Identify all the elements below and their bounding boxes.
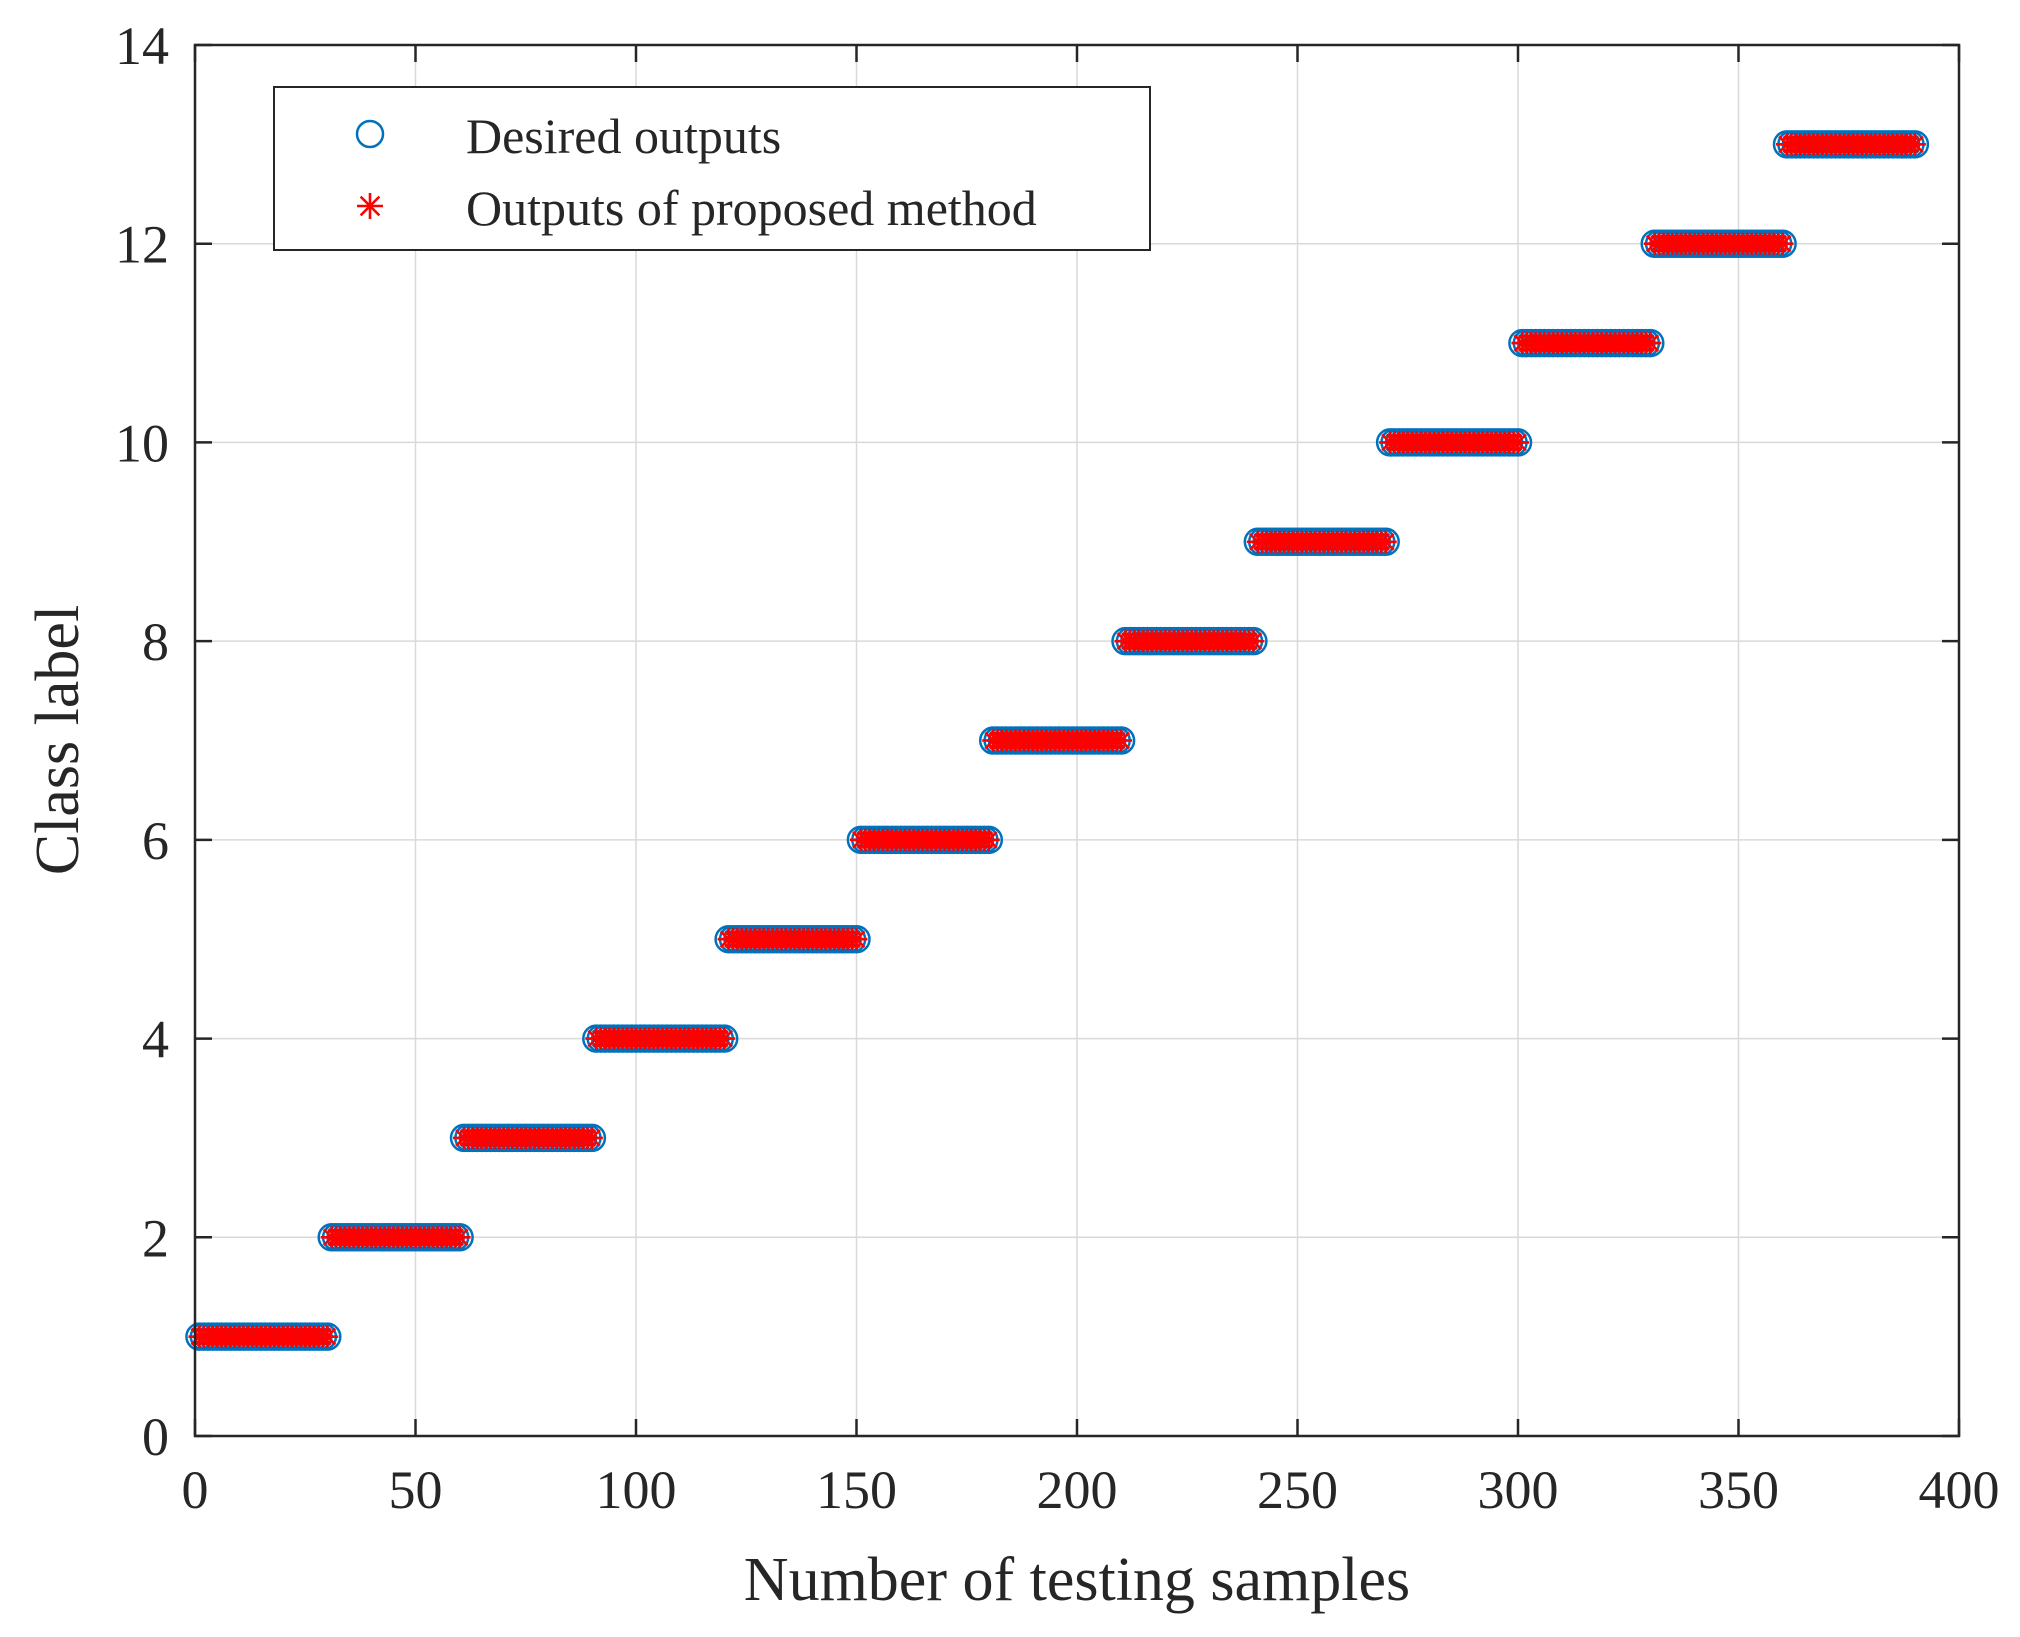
x-tick-label: 300 [1478, 1460, 1559, 1520]
y-tick-label: 12 [115, 215, 169, 275]
x-tick-label: 0 [182, 1460, 209, 1520]
y-tick-label: 6 [142, 811, 169, 871]
proposed-output-point [1639, 332, 1662, 355]
proposed-output-point [1374, 530, 1397, 553]
legend-label-proposed-method: Outputs of proposed method [466, 180, 1037, 236]
x-tick-label: 250 [1257, 1460, 1338, 1520]
y-tick-label: 0 [142, 1407, 169, 1467]
legend-marker-desired-outputs [355, 119, 385, 149]
proposed-output-point [448, 1226, 471, 1249]
x-tick-label: 100 [596, 1460, 677, 1520]
proposed-output-point [1507, 431, 1529, 454]
y-tick-label: 4 [142, 1010, 169, 1070]
x-tick-label: 50 [389, 1460, 443, 1520]
ticks-layer: 0 50 100 150 200 250 300 350 400 0 2 4 6 8 10 12 14 [115, 16, 2000, 1520]
proposed-output-point [580, 1126, 603, 1149]
proposed-output-point [1903, 133, 1926, 156]
legend-circle-icon [355, 119, 385, 149]
proposed-output-point [977, 828, 1000, 851]
legend: Desired outputs Outputs of proposed meth… [273, 86, 1151, 251]
x-tick-label: 150 [816, 1460, 897, 1520]
x-tick-label: 350 [1698, 1460, 1779, 1520]
legend-asterisk-icon [357, 193, 383, 219]
y-tick-label: 2 [142, 1208, 169, 1268]
y-axis-title: Class label [24, 605, 92, 875]
x-tick-label: 400 [1919, 1460, 2000, 1520]
grid-layer [195, 45, 1959, 1436]
y-tick-label: 14 [115, 16, 169, 76]
proposed-output-point [1110, 729, 1133, 752]
proposed-output-point [1771, 232, 1794, 255]
proposed-output-point [845, 928, 868, 951]
legend-label-desired-outputs: Desired outputs [466, 108, 781, 164]
proposed-output-point [316, 1325, 339, 1348]
legend-marker-proposed-method [357, 193, 383, 219]
points-layer [185, 130, 1930, 1351]
proposed-output-point [1242, 630, 1265, 653]
y-tick-label: 10 [115, 413, 169, 473]
y-tick-label: 8 [142, 612, 169, 672]
x-axis-title: Number of testing samples [744, 1546, 1410, 1614]
proposed-output-point [713, 1027, 736, 1050]
legend-box [273, 86, 1151, 251]
x-tick-label: 200 [1037, 1460, 1118, 1520]
